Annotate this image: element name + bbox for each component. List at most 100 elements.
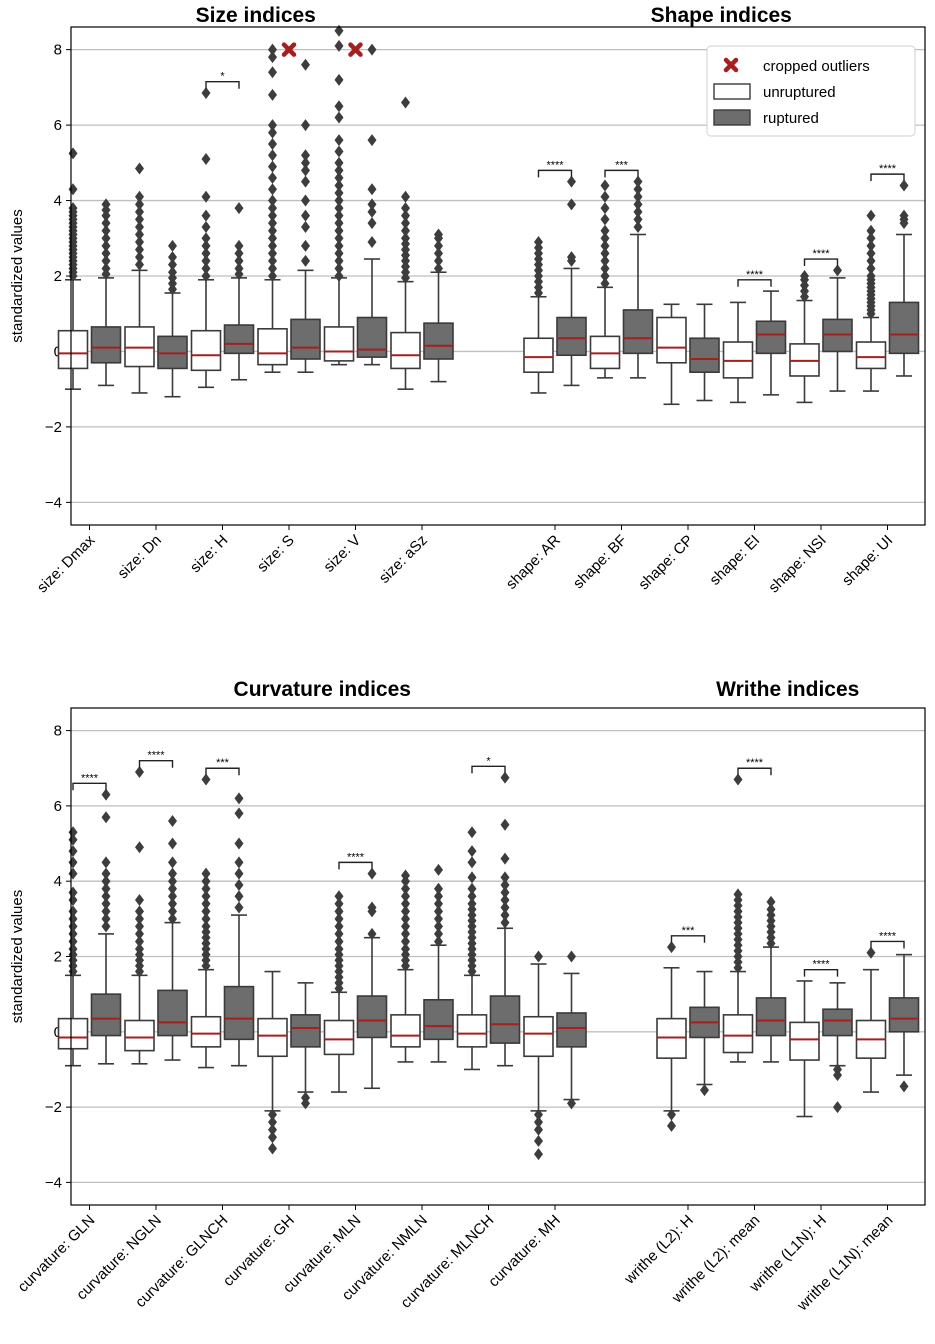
legend-ruptured-label: ruptured bbox=[763, 110, 819, 127]
outlier-point bbox=[866, 209, 876, 222]
outlier-point bbox=[367, 43, 377, 56]
outlier-point bbox=[633, 220, 643, 233]
outlier-point bbox=[234, 856, 244, 869]
significance-bracket bbox=[604, 169, 639, 178]
outlier-point bbox=[534, 1108, 543, 1121]
outlier-point bbox=[268, 51, 277, 64]
outlier-point bbox=[401, 912, 410, 925]
outlier-point bbox=[201, 87, 211, 100]
y-tick-label: 2 bbox=[54, 949, 62, 966]
legend-cropped-label: cropped outliers bbox=[763, 58, 870, 75]
outlier-point bbox=[268, 1142, 277, 1155]
outlier-point bbox=[500, 818, 510, 831]
outlier-point bbox=[168, 856, 177, 869]
y-tick-label: −2 bbox=[45, 419, 62, 436]
outlier-point bbox=[268, 262, 277, 275]
outlier-point bbox=[234, 807, 244, 820]
outlier-point bbox=[101, 239, 111, 252]
outlier-point bbox=[500, 878, 510, 891]
outlier-point bbox=[899, 179, 909, 192]
outlier-point bbox=[268, 194, 277, 207]
outlier-point bbox=[500, 852, 510, 865]
outlier-point bbox=[833, 1069, 842, 1082]
outlier-point bbox=[201, 247, 211, 260]
significance-bracket bbox=[737, 279, 772, 287]
outlier-point bbox=[334, 194, 344, 207]
box-unruptured bbox=[57, 329, 89, 370]
outlier-point bbox=[633, 205, 643, 218]
outlier-point bbox=[434, 935, 443, 948]
outlier-point bbox=[268, 137, 277, 150]
outlier-point bbox=[268, 1131, 277, 1144]
outlier-point bbox=[168, 912, 177, 925]
box-ruptured bbox=[223, 985, 255, 1041]
outlier-point bbox=[301, 175, 310, 188]
outlier-point bbox=[766, 895, 776, 908]
box-unruptured bbox=[323, 1019, 355, 1056]
outlier-point bbox=[301, 156, 310, 169]
y-tick-label: 6 bbox=[54, 117, 62, 134]
box-unruptured bbox=[390, 331, 421, 370]
outlier-point bbox=[268, 1116, 277, 1129]
outlier-point bbox=[234, 867, 244, 880]
outlier-point bbox=[401, 96, 410, 109]
legend-unruptured-swatch bbox=[713, 83, 751, 100]
outlier-point bbox=[201, 153, 211, 166]
x-tick-label: shape: AR bbox=[503, 532, 564, 593]
significance-stars: **** bbox=[746, 269, 764, 281]
outlier-point bbox=[168, 266, 177, 279]
group-title: Size indices bbox=[196, 4, 316, 27]
outlier-point bbox=[301, 254, 310, 267]
outlier-point bbox=[500, 909, 510, 922]
outlier-point bbox=[268, 239, 277, 252]
outlier-point bbox=[101, 217, 111, 230]
box-ruptured bbox=[888, 997, 920, 1033]
x-tick-label: size: H bbox=[187, 532, 231, 576]
outlier-point bbox=[301, 239, 310, 252]
outlier-point bbox=[101, 867, 111, 880]
outlier-point bbox=[367, 236, 377, 249]
outlier-point bbox=[301, 58, 310, 71]
outlier-point bbox=[268, 217, 277, 230]
outlier-point bbox=[268, 202, 277, 215]
outlier-point bbox=[268, 254, 277, 267]
significance-bracket bbox=[537, 169, 573, 178]
outlier-point bbox=[434, 897, 443, 910]
significance-stars: **** bbox=[347, 851, 365, 863]
outlier-point bbox=[899, 1080, 909, 1093]
outlier-point bbox=[334, 270, 344, 282]
outlier-point bbox=[168, 890, 177, 903]
outlier-point bbox=[600, 190, 610, 203]
outlier-point bbox=[268, 119, 277, 132]
outlier-point bbox=[68, 826, 78, 839]
significance-bracket bbox=[138, 760, 174, 768]
outlier-point bbox=[434, 927, 443, 940]
outlier-point bbox=[201, 882, 211, 895]
y-axis-label: standardized values bbox=[9, 890, 26, 1023]
box-ruptured bbox=[223, 324, 255, 355]
outlier-point bbox=[268, 232, 277, 245]
outlier-point bbox=[334, 179, 344, 192]
outlier-point bbox=[534, 1134, 543, 1147]
box-ruptured bbox=[622, 309, 654, 355]
outlier-point bbox=[500, 771, 510, 784]
outlier-point bbox=[866, 254, 876, 267]
outlier-point bbox=[500, 871, 510, 884]
outlier-point bbox=[201, 905, 211, 918]
outlier-point bbox=[101, 224, 111, 237]
box-ruptured bbox=[90, 326, 122, 364]
outlier-point bbox=[600, 277, 610, 290]
outlier-point bbox=[534, 236, 543, 249]
outlier-point bbox=[168, 239, 177, 252]
outlier-point bbox=[600, 239, 610, 252]
outlier-point bbox=[268, 66, 277, 79]
outlier-point bbox=[334, 905, 344, 918]
outlier-point bbox=[301, 209, 310, 222]
outlier-point bbox=[334, 247, 344, 260]
legend-ruptured-swatch bbox=[713, 109, 751, 126]
outlier-point bbox=[467, 856, 477, 869]
outlier-point bbox=[600, 202, 610, 215]
outlier-point bbox=[401, 905, 410, 918]
